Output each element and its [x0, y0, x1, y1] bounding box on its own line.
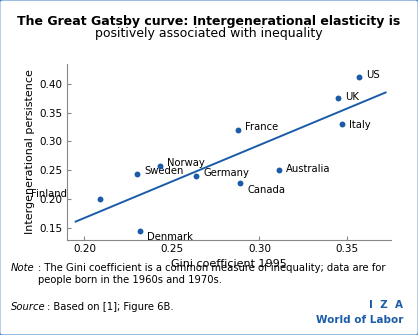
Point: [335, 95, 342, 101]
Text: US: US: [366, 70, 380, 80]
Text: I  Z  A: I Z A: [370, 300, 403, 310]
Point: [237, 180, 244, 186]
Text: Source: Source: [10, 302, 45, 312]
Text: Germany: Germany: [204, 168, 250, 178]
Y-axis label: Intergenerational persistence: Intergenerational persistence: [25, 69, 35, 234]
Text: Italy: Italy: [349, 120, 370, 130]
Text: : Based on [1]; Figure 6B.: : Based on [1]; Figure 6B.: [47, 302, 174, 312]
Text: Sweden: Sweden: [144, 166, 184, 177]
Text: : The Gini coefficient is a common measure of inequality; data are for
people bo: : The Gini coefficient is a common measu…: [38, 263, 385, 284]
Text: UK: UK: [345, 91, 359, 102]
Point: [134, 172, 140, 177]
Point: [97, 197, 104, 202]
Point: [235, 127, 242, 133]
Text: Australia: Australia: [286, 163, 330, 174]
Text: Norway: Norway: [167, 158, 204, 168]
Text: positively associated with inequality: positively associated with inequality: [95, 27, 323, 41]
Text: Canada: Canada: [247, 185, 285, 195]
Point: [156, 163, 163, 169]
Text: Note: Note: [10, 263, 34, 273]
Text: The Great Gatsby curve: Intergenerational elasticity is: The Great Gatsby curve: Intergenerationa…: [18, 15, 400, 28]
Text: Finland: Finland: [31, 189, 67, 199]
Point: [193, 174, 200, 179]
Point: [356, 75, 363, 80]
Text: France: France: [245, 122, 279, 132]
X-axis label: Gini coefficient 1995: Gini coefficient 1995: [171, 259, 287, 269]
Point: [137, 228, 144, 233]
Text: World of Labor: World of Labor: [316, 315, 403, 325]
Point: [339, 122, 345, 127]
Point: [275, 168, 282, 173]
Text: Denmark: Denmark: [148, 232, 193, 242]
